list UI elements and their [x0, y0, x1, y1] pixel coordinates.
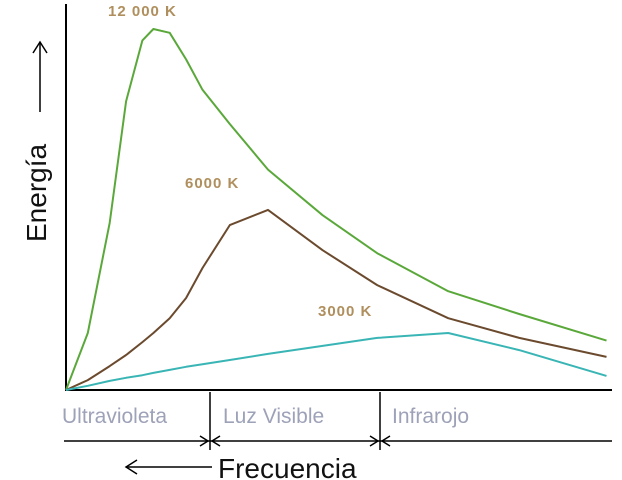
energy-arrow	[32, 40, 48, 112]
region-label: Luz Visible	[223, 405, 324, 428]
series-label: 6000 K	[185, 175, 239, 192]
series-line	[65, 208, 607, 391]
series-line	[65, 332, 607, 391]
series-label: 3000 K	[318, 303, 372, 320]
region-arrows	[64, 435, 612, 447]
series-line	[65, 28, 607, 391]
frequency-arrow	[124, 459, 212, 475]
x-axis-title: Frecuencia	[218, 453, 357, 480]
y-axis-title: Energía	[21, 144, 52, 242]
region-label: Infrarojo	[392, 405, 469, 428]
region-label: Ultravioleta	[62, 405, 167, 428]
series-label: 12 000 K	[108, 3, 177, 20]
